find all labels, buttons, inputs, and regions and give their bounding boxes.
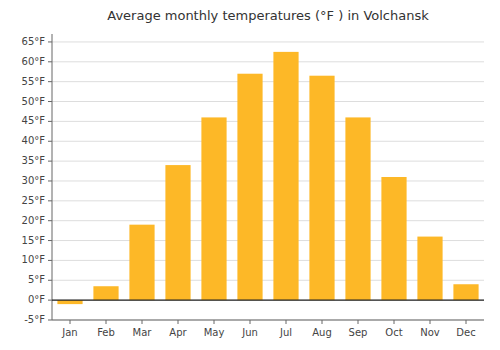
x-tick bbox=[214, 320, 215, 324]
y-axis: -5°F 0°F 5°F 10°F 15°F 20°F 25°F 30°F 35°F 40°F 45… bbox=[22, 36, 484, 325]
x-tick bbox=[394, 320, 395, 324]
bar bbox=[201, 117, 226, 300]
y-tick-label: 50°F bbox=[22, 96, 46, 107]
grid-line bbox=[52, 81, 484, 82]
x-tick-label: Mar bbox=[133, 327, 153, 338]
zero-line bbox=[52, 300, 484, 301]
x-tick-label: Aug bbox=[312, 327, 332, 338]
y-tick-label: 60°F bbox=[22, 56, 46, 67]
x-tick-label: Sep bbox=[349, 327, 368, 338]
y-tick-label: 20°F bbox=[22, 215, 46, 226]
grid-line bbox=[52, 220, 484, 221]
x-axis-line bbox=[52, 320, 484, 321]
y-tick-label: 5°F bbox=[28, 274, 45, 285]
y-tick bbox=[48, 240, 52, 241]
grid-line bbox=[52, 141, 484, 142]
y-tick bbox=[48, 41, 52, 42]
y-tick bbox=[48, 121, 52, 122]
x-tick bbox=[322, 320, 323, 324]
grid-line bbox=[52, 300, 484, 301]
x-tick-label: Dec bbox=[456, 327, 475, 338]
y-tick bbox=[48, 81, 52, 82]
bar bbox=[417, 237, 442, 301]
x-tick bbox=[286, 320, 287, 324]
y-tick-label: 40°F bbox=[22, 135, 46, 146]
grid-line bbox=[52, 200, 484, 201]
y-tick bbox=[48, 180, 52, 181]
bars bbox=[52, 52, 484, 304]
y-tick bbox=[48, 141, 52, 142]
y-tick bbox=[48, 200, 52, 201]
x-tick bbox=[178, 320, 179, 324]
y-tick-label: 10°F bbox=[22, 254, 46, 265]
x-tick-label: Jul bbox=[279, 327, 292, 338]
x-tick-label: Jan bbox=[61, 327, 77, 338]
bar bbox=[345, 117, 370, 300]
grid-line bbox=[52, 61, 484, 62]
x-tick bbox=[358, 320, 359, 324]
chart-title: Average monthly temperatures (°F ) in Vo… bbox=[107, 8, 429, 23]
x-tick-label: Oct bbox=[385, 327, 402, 338]
x-tick-label: Nov bbox=[420, 327, 440, 338]
grid-line bbox=[52, 180, 484, 181]
y-tick bbox=[48, 300, 52, 301]
x-tick bbox=[70, 320, 71, 324]
grid-line bbox=[52, 161, 484, 162]
y-tick-label: 0°F bbox=[28, 294, 45, 305]
y-tick-label: 30°F bbox=[22, 175, 46, 186]
y-tick-label: 45°F bbox=[22, 115, 46, 126]
bar bbox=[381, 177, 406, 300]
x-tick-label: Feb bbox=[97, 327, 115, 338]
page: {"chart_data": {"type": "bar", "title": … bbox=[0, 0, 500, 350]
x-tick bbox=[466, 320, 467, 324]
y-tick-label: 35°F bbox=[22, 155, 46, 166]
y-tick bbox=[48, 260, 52, 261]
bar bbox=[165, 165, 190, 300]
x-tick bbox=[142, 320, 143, 324]
y-tick-label: 65°F bbox=[22, 36, 46, 47]
bar bbox=[309, 76, 334, 300]
y-tick-label: -5°F bbox=[24, 314, 45, 325]
y-tick bbox=[48, 220, 52, 221]
y-tick bbox=[48, 101, 52, 102]
y-axis-line bbox=[52, 34, 53, 320]
bar bbox=[453, 284, 478, 300]
x-tick-label: May bbox=[204, 327, 225, 338]
y-tick bbox=[48, 280, 52, 281]
y-tick bbox=[48, 320, 52, 321]
y-tick bbox=[48, 61, 52, 62]
x-tick bbox=[430, 320, 431, 324]
x-tick bbox=[250, 320, 251, 324]
grid-line bbox=[52, 121, 484, 122]
bar bbox=[93, 286, 118, 300]
grid-line bbox=[52, 41, 484, 42]
x-tick bbox=[106, 320, 107, 324]
grid-line bbox=[52, 320, 484, 321]
chart-svg: Average monthly temperatures (°F ) in Vo… bbox=[0, 0, 500, 350]
chart-container: Average monthly temperatures (°F ) in Vo… bbox=[0, 0, 500, 350]
bar bbox=[273, 52, 298, 300]
y-tick bbox=[48, 161, 52, 162]
x-tick-label: Jun bbox=[241, 327, 258, 338]
bar bbox=[129, 225, 154, 300]
y-tick-label: 55°F bbox=[22, 76, 46, 87]
y-tick-label: 25°F bbox=[22, 195, 46, 206]
x-tick-label: Apr bbox=[169, 327, 187, 338]
y-tick-label: 15°F bbox=[22, 235, 46, 246]
bar bbox=[237, 74, 262, 300]
grid-line bbox=[52, 101, 484, 102]
x-axis: Jan Feb Mar Apr May Jun Jul Aug Sep Oct Nov Dec bbox=[52, 320, 484, 338]
